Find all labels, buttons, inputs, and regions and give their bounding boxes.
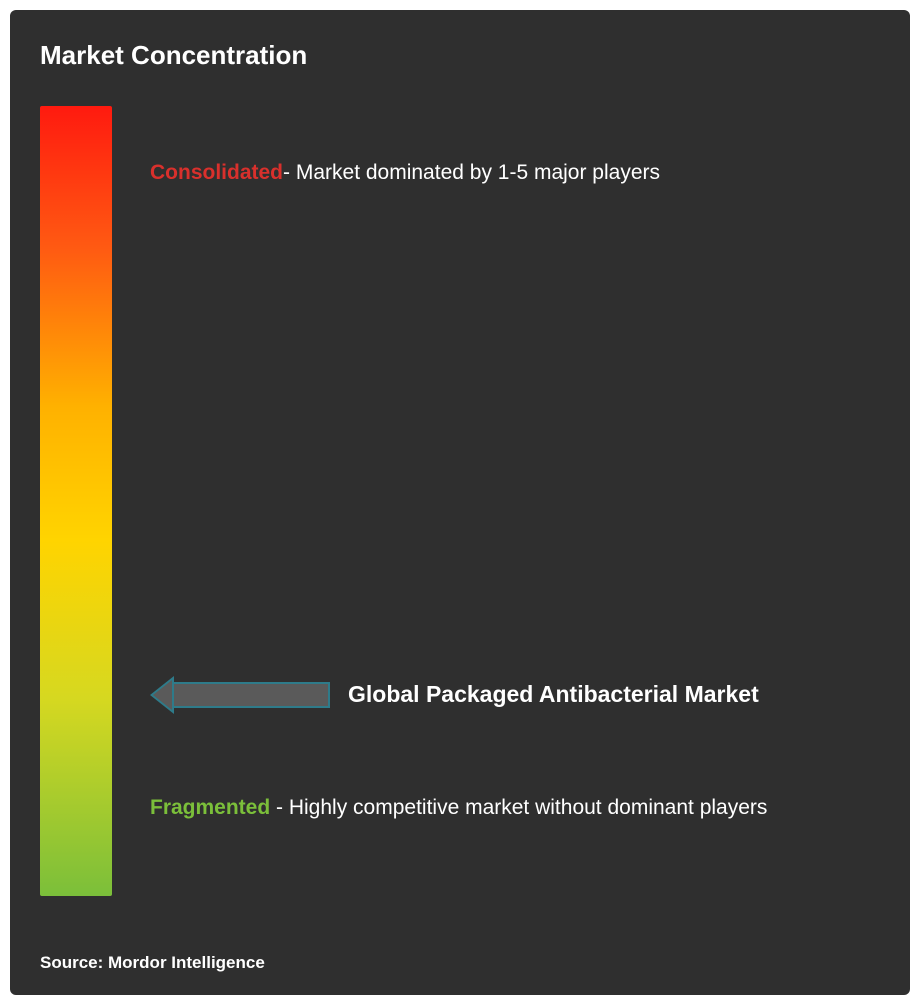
fragmented-key: Fragmented [150, 796, 270, 819]
left-arrow-icon [150, 676, 330, 714]
fragmented-row: Fragmented - Highly competitive market w… [150, 796, 870, 820]
fragmented-desc: - Highly competitive market without domi… [270, 796, 767, 819]
market-pointer-row: Global Packaged Antibacterial Market [150, 676, 870, 714]
arrow-shaft [172, 682, 330, 708]
card-title: Market Concentration [40, 40, 880, 71]
content-area: Consolidated- Market dominated by 1-5 ma… [40, 106, 880, 896]
consolidated-row: Consolidated- Market dominated by 1-5 ma… [150, 161, 870, 185]
infographic-card: Market Concentration Consolidated- Marke… [10, 10, 910, 995]
source-attribution: Source: Mordor Intelligence [40, 953, 265, 973]
market-label: Global Packaged Antibacterial Market [348, 679, 759, 710]
consolidated-desc: - Market dominated by 1-5 major players [283, 161, 660, 184]
arrow-head [150, 676, 174, 714]
consolidated-key: Consolidated [150, 161, 283, 184]
concentration-gradient-bar [40, 106, 112, 896]
market-pointer-wrap: Global Packaged Antibacterial Market [150, 676, 870, 714]
